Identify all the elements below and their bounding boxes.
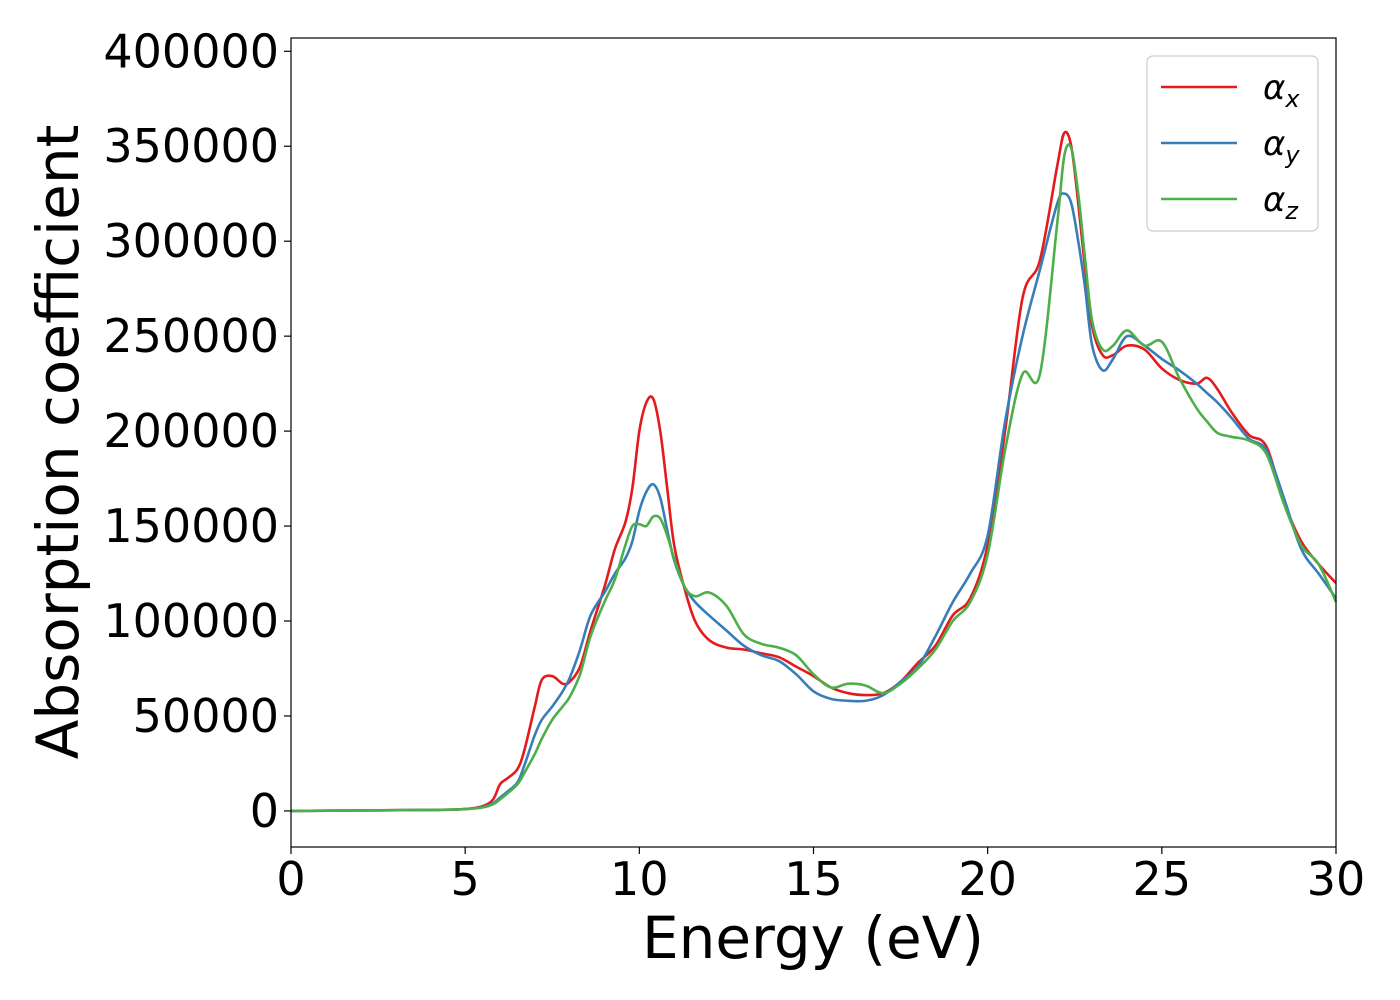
y-tick-label: 200000: [103, 404, 279, 458]
x-axis-title: Energy (eV): [642, 904, 984, 972]
legend-label-z: αz: [1263, 180, 1299, 225]
y-tick-label: 0: [250, 784, 279, 838]
x-tick-label: 10: [610, 852, 669, 906]
x-tick-label: 15: [784, 852, 843, 906]
legend: αx αy αz: [1146, 55, 1319, 232]
y-tick-label: 300000: [103, 214, 279, 268]
y-tick-label: 50000: [133, 689, 279, 743]
y-tick-label: 250000: [103, 309, 279, 363]
y-tick-label: 100000: [103, 594, 279, 648]
series-line-z: [290, 143, 1338, 813]
x-tick-label: 5: [451, 852, 480, 906]
x-tick-label: 0: [276, 852, 305, 906]
y-tick-label: 350000: [103, 119, 279, 173]
x-tick-label: 20: [958, 852, 1017, 906]
series-line-y: [290, 192, 1338, 813]
tick-layer: 0 5 10 15 20 25 30 0 50000 100000 150000 200000 2500…: [103, 24, 1365, 906]
legend-label-y: αy: [1263, 124, 1300, 169]
y-tick-label: 400000: [103, 24, 279, 78]
x-tick-label: 30: [1307, 852, 1366, 906]
legend-label-x: αx: [1263, 68, 1300, 113]
x-tick-label: 25: [1133, 852, 1192, 906]
y-tick-label: 150000: [103, 499, 279, 553]
y-axis-title: Absorption coefficient: [24, 125, 92, 760]
plot-frame: [290, 37, 1337, 848]
series-layer: [290, 130, 1338, 813]
